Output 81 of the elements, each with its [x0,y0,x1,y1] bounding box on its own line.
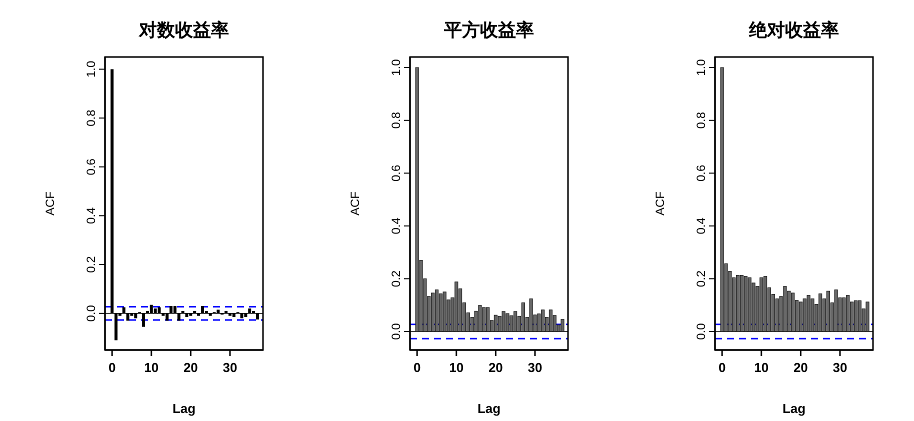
bar [744,276,748,332]
y-axis-title: ACF [43,192,57,216]
bar [866,302,870,332]
y-tick-label: 0.2 [694,270,708,288]
bar [854,300,858,332]
bar [791,292,795,332]
chart-title: 平方收益率 [443,20,534,40]
bar [442,292,446,332]
x-axis-title: Lag [782,401,806,416]
x-tick-label: 0 [108,360,116,375]
bar [842,297,846,332]
bar [494,314,498,332]
y-tick-label: 0.4 [389,217,403,234]
bar [736,275,740,332]
y-tick-label: 0.0 [84,304,98,322]
bar [506,313,510,332]
bar [521,302,525,332]
x-tick-label: 20 [793,360,808,375]
bar [541,310,545,332]
y-tick-label: 0.6 [694,164,708,182]
bar [510,315,514,332]
x-tick-label: 30 [832,360,848,375]
x-axis-title: Lag [172,401,196,416]
bar [748,277,752,332]
x-tick-label: 20 [488,360,503,375]
bar [548,310,553,332]
x-tick-label: 30 [528,360,542,375]
chart-title: 绝对收益率 [748,20,839,40]
bar [818,293,822,332]
y-tick-label: 0.8 [389,112,403,129]
y-tick-label: 0.0 [694,322,708,340]
bar [775,298,779,332]
y-tick-label: 1.0 [694,58,708,76]
bar [560,319,564,332]
y-tick-label: 0.2 [389,270,403,288]
y-tick-label: 0.0 [389,322,403,340]
x-tick-label: 10 [449,360,464,375]
bar [486,307,490,332]
y-tick-label: 0.8 [694,112,708,129]
bar [529,298,533,332]
x-tick-label: 10 [754,360,769,375]
y-tick-label: 0.6 [84,158,98,176]
x-tick-label: 20 [183,360,198,375]
bar [434,290,439,332]
x-tick-label: 10 [144,360,159,375]
bar [806,295,810,332]
y-tick-label: 0.2 [84,256,98,273]
x-tick-label: 30 [222,360,238,375]
y-tick-label: 0.6 [389,164,403,182]
y-tick-label: 1.0 [84,60,98,78]
bar [438,293,442,332]
chart-title: 对数收益率 [138,20,229,40]
bar [834,290,838,332]
bar [514,311,518,332]
bar [858,300,862,332]
y-tick-label: 0.4 [694,217,708,234]
y-axis-title: ACF [348,192,362,216]
bar [783,286,787,332]
bar [764,276,768,332]
bar [760,277,764,332]
bar [720,67,724,332]
bar [810,298,814,332]
bar [482,307,486,332]
y-tick-label: 0.4 [84,207,98,224]
bar [430,292,435,332]
x-tick-label: 0 [718,360,726,375]
bar [740,275,744,332]
x-tick-label: 0 [413,360,421,375]
y-axis-title: ACF [653,192,667,216]
bar [798,302,802,332]
x-axis-title: Lag [477,401,501,416]
bar [537,314,541,332]
bar [415,67,419,332]
y-tick-label: 1.0 [389,58,403,76]
bar [826,290,830,332]
bar [478,305,482,332]
bar [802,298,806,332]
bar [846,295,850,332]
y-tick-label: 0.8 [84,109,98,126]
bar [454,282,458,332]
bar [502,311,506,332]
